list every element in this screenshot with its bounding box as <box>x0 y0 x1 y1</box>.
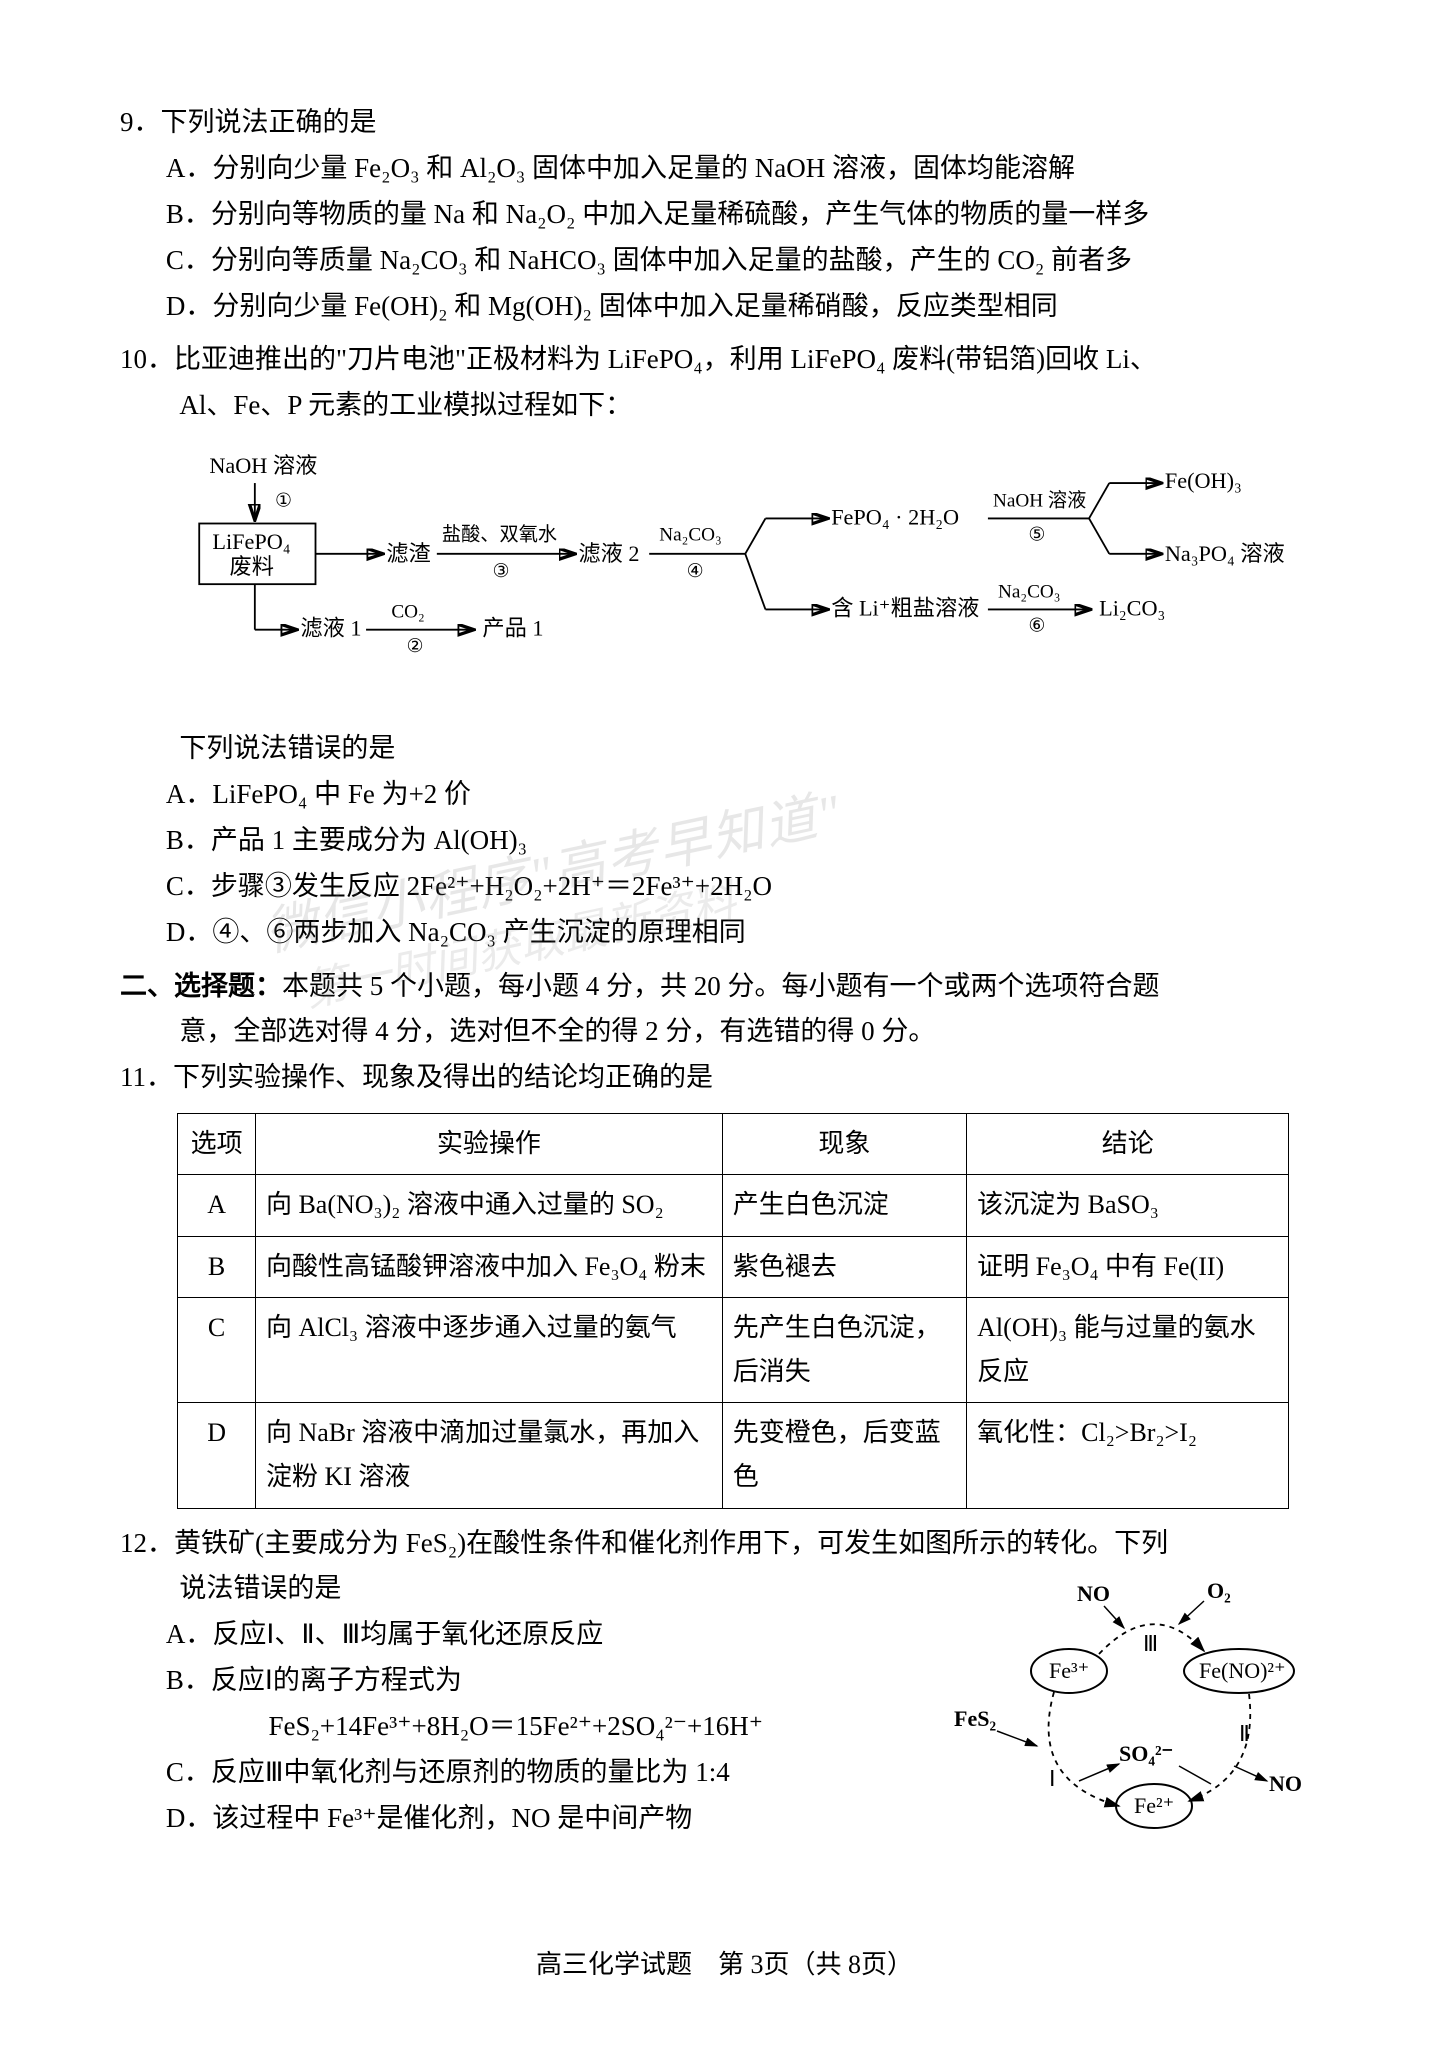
table-row: D 向 NaBr 溶液中滴加过量氯水，再加入淀粉 KI 溶液 先变橙色，后变蓝色… <box>178 1403 1289 1508</box>
q11-b-op: 向酸性高锰酸钾溶液中加入 Fe₃O₄ 粉末 <box>255 1236 722 1297</box>
q10-opt-c: C．步骤③发生反应 2Fe²⁺+H₂O₂+2H⁺＝2Fe³⁺+2H₂O <box>120 864 1329 910</box>
cycle-feno2: Fe(NO)²⁺ <box>1199 1658 1286 1683</box>
q10-opt-b: B．产品 1 主要成分为 Al(OH)₃ <box>120 818 1329 864</box>
flow-luzha: 滤渣 <box>387 541 431 566</box>
flow-na2co3-6: Na₂CO₃ <box>998 582 1060 603</box>
flow-box-l1: LiFePO₄ <box>213 529 291 554</box>
cycle-no-right: NO <box>1269 1771 1302 1796</box>
q11-c-phe: 先产生白色沉淀，后消失 <box>722 1297 966 1402</box>
cycle-II: Ⅱ <box>1239 1721 1250 1746</box>
flow-co2: CO₂ <box>392 602 425 623</box>
q10-stem: 10．比亚迪推出的"刀片电池"正极材料为 LiFePO₄，利用 LiFePO₄ … <box>120 337 1329 383</box>
cycle-fes2: FeS₂ <box>954 1706 996 1731</box>
q9-opt-d: D．分别向少量 Fe(OH)₂ 和 Mg(OH)₂ 固体中加入足量稀硝酸，反应类… <box>120 284 1329 330</box>
section2-head: 二、选择题： <box>120 971 282 1001</box>
q10-stem2: Al、Fe、P 元素的工业模拟过程如下： <box>120 383 1329 429</box>
q9-opt-a: A．分别向少量 Fe₂O₃ 和 Al₂O₃ 固体中加入足量的 NaOH 溶液，固… <box>120 146 1329 192</box>
q10-opt-a: A．LiFePO₄ 中 Fe 为+2 价 <box>120 772 1329 818</box>
flow-step5: ⑤ <box>1029 525 1046 546</box>
section2-title: 二、选择题：本题共 5 个小题，每小题 4 分，共 20 分。每小题有一个或两个… <box>120 964 1329 1010</box>
q11-th-phe: 现象 <box>722 1114 966 1175</box>
q9-stem: 9．下列说法正确的是 <box>120 100 1329 146</box>
q11-b-phe: 紫色褪去 <box>722 1236 966 1297</box>
q11-d-con: 氧化性：Cl₂>Br₂>I₂ <box>967 1403 1289 1508</box>
flow-fepo4: FePO₄ · 2H₂O <box>832 505 960 530</box>
q11-a-opt: A <box>178 1175 256 1236</box>
flow-step6: ⑥ <box>1029 616 1046 637</box>
flow-hcl: 盐酸、双氧水 <box>442 524 557 546</box>
q11-b-con: 证明 Fe₃O₄ 中有 Fe(II) <box>967 1236 1289 1297</box>
page-footer: 高三化学试题 第 3页（共 8页） <box>0 1943 1449 1987</box>
flow-na3po4: Na₃PO₄ 溶液 <box>1165 541 1285 566</box>
q9-opt-b: B．分别向等物质的量 Na 和 Na₂O₂ 中加入足量稀硫酸，产生气体的物质的量… <box>120 192 1329 238</box>
flow-na2co3-4: Na₂CO₃ <box>660 525 722 546</box>
table-row: A 向 Ba(NO₃)₂ 溶液中通入过量的 SO₂ 产生白色沉淀 该沉淀为 Ba… <box>178 1175 1289 1236</box>
flow-step2: ② <box>407 636 424 657</box>
q11-c-con: Al(OH)₃ 能与过量的氨水反应 <box>967 1297 1289 1402</box>
cycle-no-top: NO <box>1077 1581 1110 1606</box>
q11-th-op: 实验操作 <box>255 1114 722 1175</box>
cycle-I: Ⅰ <box>1049 1766 1056 1791</box>
flow-step4: ④ <box>687 561 704 582</box>
flow-step3: ③ <box>493 561 510 582</box>
table-row: B 向酸性高锰酸钾溶液中加入 Fe₃O₄ 粉末 紫色褪去 证明 Fe₃O₄ 中有… <box>178 1236 1289 1297</box>
flow-naoh5: NaOH 溶液 <box>993 490 1086 512</box>
q11-table: 选项 实验操作 现象 结论 A 向 Ba(NO₃)₂ 溶液中通入过量的 SO₂ … <box>177 1113 1289 1508</box>
section2-rest2: 意，全部选对得 4 分，选对但不全的得 2 分，有选错的得 0 分。 <box>120 1009 1329 1055</box>
q10-flow-diagram: NaOH 溶液 ① LiFePO₄ 废料 滤渣 盐酸、双氧水 ③ 滤液 2 Na… <box>179 439 1291 714</box>
section2-rest: 本题共 5 个小题，每小题 4 分，共 20 分。每小题有一个或两个选项符合题 <box>282 971 1160 1001</box>
cycle-fe3: Fe³⁺ <box>1049 1658 1089 1683</box>
cycle-fe2: Fe²⁺ <box>1134 1793 1174 1818</box>
flow-li-salt: 含 Li⁺粗盐溶液 <box>832 596 980 621</box>
q11-d-op: 向 NaBr 溶液中滴加过量氯水，再加入淀粉 KI 溶液 <box>255 1403 722 1508</box>
q12-stem: 12．黄铁矿(主要成分为 FeS₂)在酸性条件和催化剂作用下，可发生如图所示的转… <box>120 1521 1329 1567</box>
flow-lvye1: 滤液 1 <box>301 616 362 641</box>
q10-tail: 下列说法错误的是 <box>120 726 1329 772</box>
q10-opt-d: D．④、⑥两步加入 Na₂CO₃ 产生沉淀的原理相同 <box>120 910 1329 956</box>
table-row: C 向 AlCl₃ 溶液中逐步通入过量的氨气 先产生白色沉淀，后消失 Al(OH… <box>178 1297 1289 1402</box>
flow-step1: ① <box>275 491 292 512</box>
cycle-III: Ⅲ <box>1143 1631 1158 1656</box>
q11-th-opt: 选项 <box>178 1114 256 1175</box>
cycle-o2: O₂ <box>1207 1578 1231 1603</box>
flow-naoh: NaOH 溶液 <box>210 453 318 478</box>
q11-a-op: 向 Ba(NO₃)₂ 溶液中通入过量的 SO₂ <box>255 1175 722 1236</box>
q11-stem: 11．下列实验操作、现象及得出的结论均正确的是 <box>120 1055 1329 1101</box>
q11-d-opt: D <box>178 1403 256 1508</box>
q9-opt-c: C．分别向等质量 Na₂CO₃ 和 NaHCO₃ 固体中加入足量的盐酸，产生的 … <box>120 238 1329 284</box>
q11-c-opt: C <box>178 1297 256 1402</box>
q11-d-phe: 先变橙色，后变蓝色 <box>722 1403 966 1508</box>
q12-cycle-diagram: Fe³⁺ Fe(NO)²⁺ Fe²⁺ Ⅲ NO O₂ Ⅱ <box>949 1566 1329 1861</box>
flow-feoh3: Fe(OH)₃ <box>1165 468 1242 493</box>
q11-th-con: 结论 <box>967 1114 1289 1175</box>
q11-c-op: 向 AlCl₃ 溶液中逐步通入过量的氨气 <box>255 1297 722 1402</box>
flow-prod1: 产品 1 <box>483 616 544 641</box>
q11-b-opt: B <box>178 1236 256 1297</box>
q11-a-con: 该沉淀为 BaSO₃ <box>967 1175 1289 1236</box>
cycle-so4: SO₄²⁻ <box>1119 1741 1173 1766</box>
flow-box-l2: 废料 <box>230 554 274 579</box>
q11-a-phe: 产生白色沉淀 <box>722 1175 966 1236</box>
flow-li2co3: Li₂CO₃ <box>1100 596 1166 621</box>
flow-lvye2: 滤液 2 <box>579 541 640 566</box>
